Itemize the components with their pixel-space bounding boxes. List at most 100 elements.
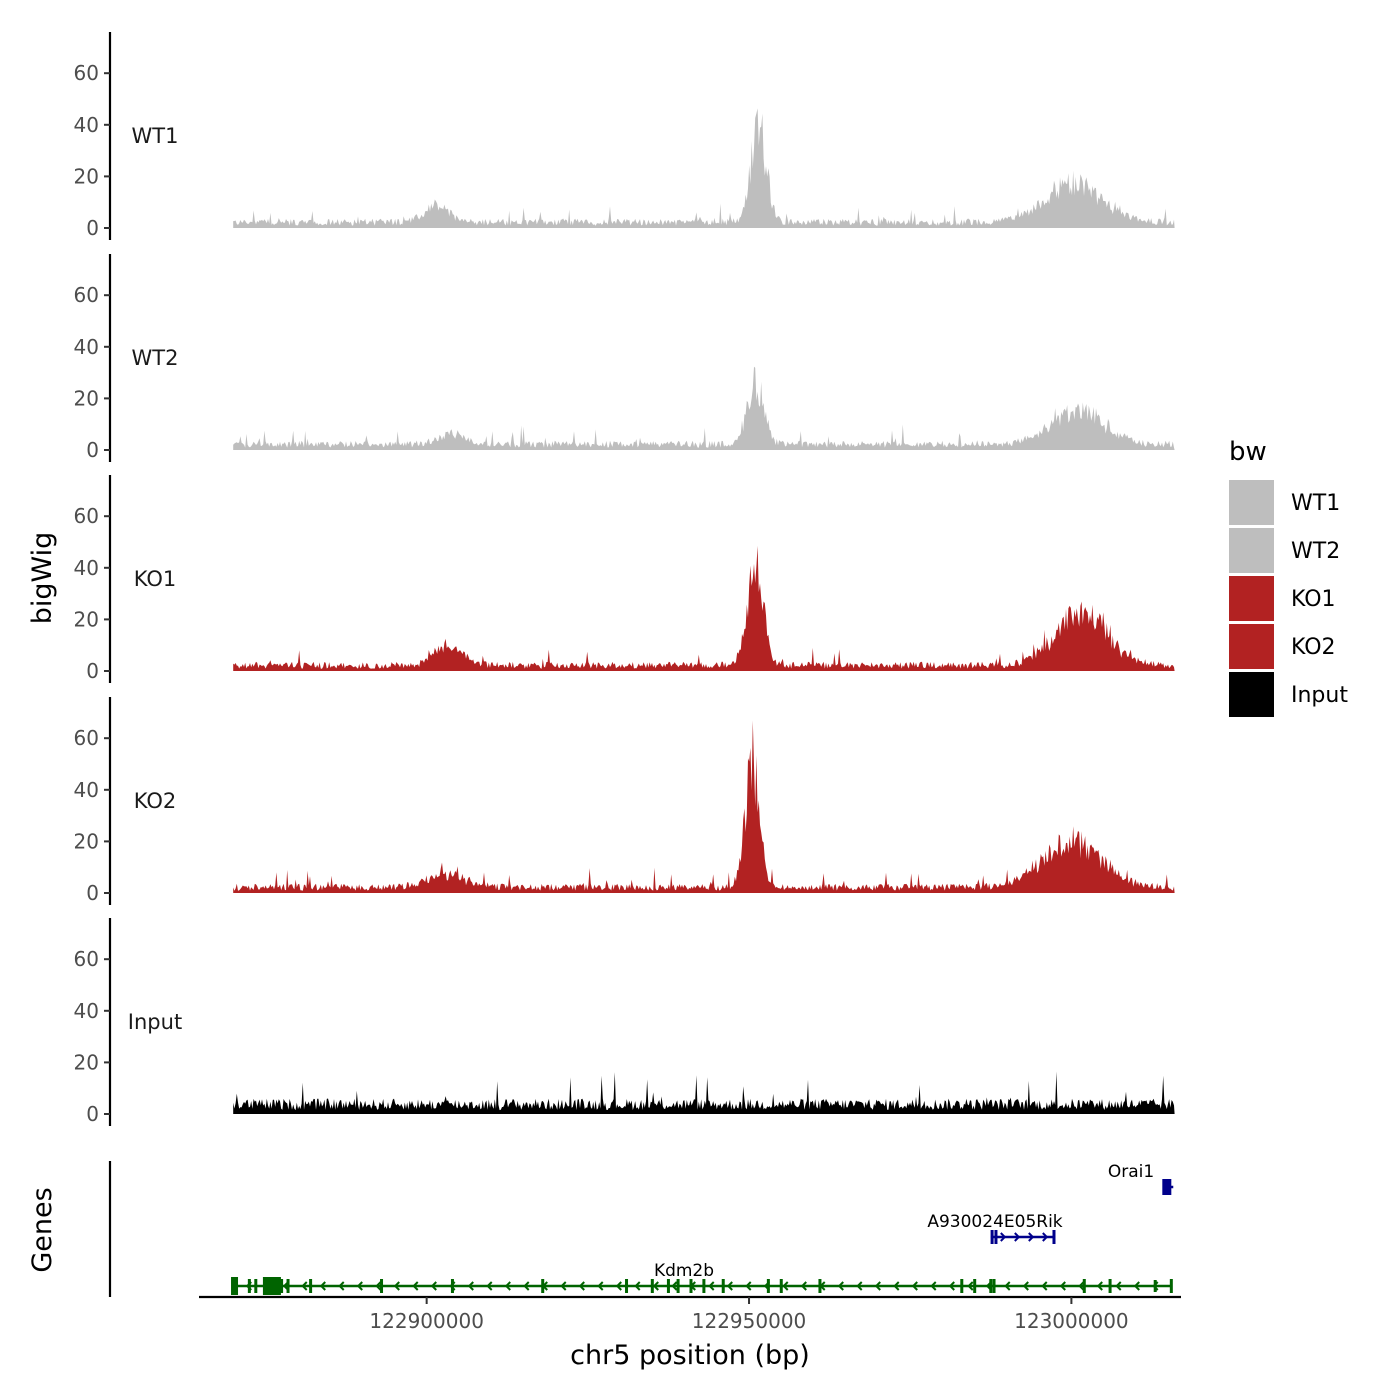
strand-arrow	[1042, 1232, 1049, 1242]
exon	[1082, 1279, 1086, 1293]
exon	[254, 1279, 258, 1293]
strand-arrow	[911, 1281, 918, 1291]
y-tick-label: 40	[74, 113, 99, 137]
strand-arrow	[467, 1281, 474, 1291]
strand-arrow	[523, 1281, 530, 1291]
legend: bw WT1 WT2 KO1 KO2 Input	[1229, 437, 1348, 717]
strand-arrow	[393, 1281, 400, 1291]
legend-label-ko2: KO2	[1291, 635, 1336, 660]
track-input: 0 20 40 60 Input	[74, 918, 1175, 1126]
track-wt2: 0 20 40 60 WT2	[74, 254, 1175, 462]
exon	[818, 1279, 822, 1293]
y-tick-label: 20	[74, 164, 99, 188]
strand-arrow	[1078, 1281, 1085, 1291]
signal-area-wt2	[233, 366, 1175, 450]
strand-arrow	[615, 1281, 622, 1291]
strand-arrow	[1115, 1281, 1122, 1291]
exon	[689, 1279, 693, 1293]
exon	[625, 1279, 629, 1293]
y-tick-label: 0	[86, 659, 99, 683]
y-tick-label: 20	[74, 1050, 99, 1074]
exon	[286, 1279, 290, 1293]
exon	[650, 1279, 654, 1293]
y-tick-label: 0	[86, 1102, 99, 1126]
y-tick-label: 20	[74, 386, 99, 410]
exon	[992, 1279, 996, 1293]
exon	[1169, 1279, 1173, 1293]
strand-arrow	[1000, 1232, 1007, 1242]
signal-area-ko1	[233, 545, 1175, 671]
gene-a930024e05rik: A930024E05Rik	[927, 1212, 1063, 1244]
strand-arrow	[837, 1281, 844, 1291]
legend-key-wt1	[1229, 480, 1274, 525]
exon	[1052, 1230, 1056, 1244]
legend-label-input: Input	[1291, 683, 1348, 708]
exon	[1108, 1279, 1112, 1293]
strand-arrow	[948, 1281, 955, 1291]
x-tick-label: 123000000	[1014, 1309, 1129, 1333]
exon	[989, 1279, 993, 1293]
y-tick-label: 60	[74, 504, 99, 528]
strand-arrow	[874, 1281, 881, 1291]
track-ko2: 0 20 40 60 KO2	[74, 697, 1175, 905]
strand-arrow	[319, 1281, 326, 1291]
strand-arrow	[930, 1281, 937, 1291]
legend-key-ko2	[1229, 624, 1274, 669]
strand-arrow	[430, 1281, 437, 1291]
genes-axis-title: Genes	[27, 1187, 58, 1272]
track-ko1: 0 20 40 60 KO1	[74, 475, 1175, 683]
tracks-layer: 0 20 40 60 WT1 0 20 40 60 WT2 0 20 40 60 KO1 0 20 40 60 KO2…	[74, 32, 1175, 1126]
exon	[960, 1279, 964, 1293]
exon	[280, 1279, 284, 1293]
y-axis-title: bigWig	[27, 532, 58, 625]
y-tick-label: 0	[86, 881, 99, 905]
exon	[1153, 1280, 1157, 1292]
exon	[990, 1230, 994, 1244]
strand-arrow	[708, 1281, 715, 1291]
track-label-ko2: KO2	[134, 789, 177, 813]
y-tick-label: 40	[74, 778, 99, 802]
y-tick-label: 60	[74, 726, 99, 750]
y-tick-label: 60	[74, 283, 99, 307]
x-axis: 122900000 122950000 123000000	[199, 1295, 1181, 1333]
strand-arrow	[597, 1281, 604, 1291]
genes-layer: Kdm2b A930024E05Rik Orai1	[108, 1161, 1174, 1297]
y-tick-label: 20	[74, 829, 99, 853]
y-tick-label: 60	[74, 61, 99, 85]
y-tick-label: 0	[86, 438, 99, 462]
track-wt1: 0 20 40 60 WT1	[74, 32, 1175, 240]
gene-label: Kdm2b	[654, 1261, 714, 1281]
strand-arrow	[1041, 1281, 1048, 1291]
exon	[450, 1279, 454, 1293]
strand-arrow	[301, 1281, 308, 1291]
y-tick-label: 60	[74, 947, 99, 971]
exon	[702, 1279, 706, 1293]
exon	[973, 1279, 977, 1293]
strand-arrow	[967, 1281, 974, 1291]
exon	[1162, 1179, 1172, 1195]
y-tick-label: 20	[74, 607, 99, 631]
legend-label-wt1: WT1	[1291, 491, 1340, 516]
y-tick-label: 40	[74, 335, 99, 359]
track-label-input: Input	[128, 1010, 182, 1034]
exon	[721, 1279, 725, 1293]
signal-area-ko2	[233, 720, 1175, 893]
exon	[380, 1279, 384, 1293]
strand-arrow	[375, 1281, 382, 1291]
exon	[994, 1230, 998, 1244]
strand-arrow	[800, 1281, 807, 1291]
strand-arrow	[1096, 1281, 1103, 1291]
strand-arrow	[1059, 1281, 1066, 1291]
exon	[779, 1279, 783, 1293]
strand-arrow	[782, 1281, 789, 1291]
y-tick-label: 0	[86, 216, 99, 240]
y-tick-label: 40	[74, 999, 99, 1023]
strand-arrow	[745, 1281, 752, 1291]
gene-kdm2b: Kdm2b	[231, 1261, 1173, 1295]
strand-arrow	[338, 1281, 345, 1291]
x-tick-label: 122900000	[369, 1309, 484, 1333]
strand-arrow	[1014, 1232, 1021, 1242]
exon	[309, 1279, 313, 1293]
exon	[541, 1279, 545, 1293]
